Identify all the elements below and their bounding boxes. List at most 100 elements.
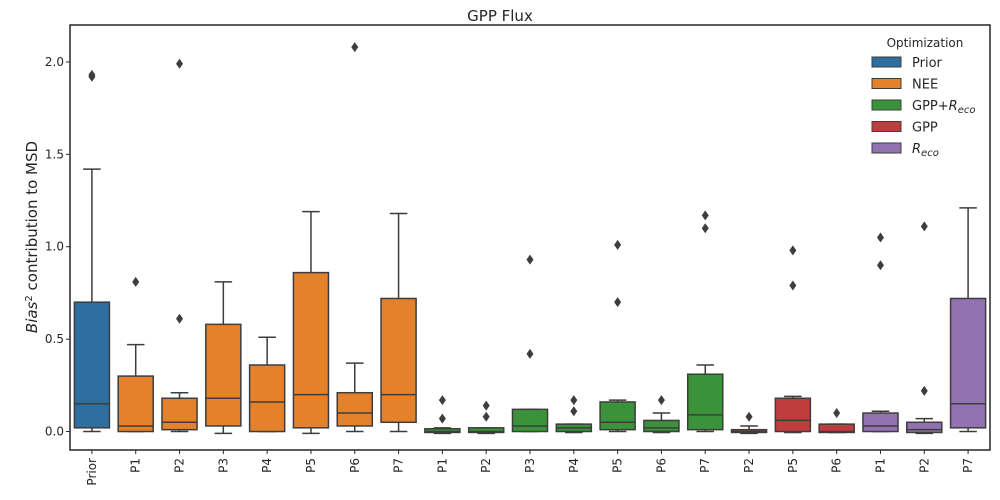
outlier-marker bbox=[789, 280, 797, 291]
x-tick-label: P7 bbox=[698, 458, 712, 473]
box-body bbox=[862, 412, 899, 433]
x-tick-label: P3 bbox=[216, 458, 230, 473]
outlier-marker bbox=[526, 348, 534, 359]
outlier-marker bbox=[526, 254, 534, 265]
x-tick-label: P2 bbox=[917, 458, 931, 473]
box-gpp-reco-p4 bbox=[555, 395, 593, 434]
box-reco-p7 bbox=[949, 207, 987, 433]
box-body bbox=[424, 428, 461, 434]
outlier-marker bbox=[438, 413, 446, 424]
box-body bbox=[949, 297, 987, 429]
outlier-marker bbox=[920, 221, 928, 232]
box-body bbox=[205, 323, 242, 427]
plot-area: 0.0 0.5 1.0 1.5 2.0 Prior P1 P2 P3 P4 P5 P6 P7 P1 P2 P3… bbox=[45, 24, 991, 486]
outlier-marker bbox=[482, 411, 490, 422]
y-axis-label: Bias2 contribution to MSD bbox=[23, 141, 41, 333]
legend-label: GPP bbox=[912, 121, 938, 136]
box-nee-p7 bbox=[380, 212, 417, 433]
box-gpp-reco-p2 bbox=[467, 400, 505, 435]
box-body bbox=[73, 301, 111, 429]
outlier-marker bbox=[132, 276, 140, 287]
y-tick-label: 1.0 bbox=[45, 240, 64, 254]
outlier-marker bbox=[833, 408, 841, 419]
box-gpp-reco-p5 bbox=[599, 239, 636, 433]
x-tick-label: P1 bbox=[873, 458, 887, 473]
x-tick-label: P5 bbox=[786, 458, 800, 473]
chart-title: GPP Flux bbox=[467, 7, 533, 25]
box-nee-p1 bbox=[117, 276, 154, 433]
outlier-marker bbox=[745, 411, 753, 422]
box-body bbox=[380, 297, 417, 424]
outlier-marker bbox=[88, 69, 96, 80]
box-nee-p3 bbox=[205, 281, 242, 435]
box-reco-p2 bbox=[906, 221, 943, 435]
box-body bbox=[117, 375, 154, 433]
x-tick-label: P2 bbox=[173, 458, 187, 473]
box-gpp-reco-p1 bbox=[424, 395, 461, 435]
y-tick-label: 0.0 bbox=[45, 425, 64, 439]
x-tick-label: P4 bbox=[567, 458, 581, 473]
outlier-marker bbox=[482, 400, 490, 411]
box-nee-p5 bbox=[292, 210, 330, 435]
legend-label: Prior bbox=[912, 56, 943, 71]
outlier-marker bbox=[657, 395, 665, 406]
box-reco-p1 bbox=[862, 232, 899, 433]
x-tick-label: P2 bbox=[742, 458, 756, 473]
x-tick-label: Prior bbox=[85, 458, 99, 486]
box-body bbox=[511, 408, 549, 433]
box-nee-p2 bbox=[161, 58, 198, 433]
legend-swatch bbox=[871, 99, 902, 111]
box-nee-p6 bbox=[336, 42, 374, 433]
plot-frame bbox=[69, 24, 991, 451]
box-prior-prior bbox=[73, 69, 111, 433]
box-body bbox=[336, 391, 374, 427]
x-tick-label: P6 bbox=[654, 458, 668, 473]
x-tick-label: P5 bbox=[304, 458, 318, 473]
legend-swatch bbox=[871, 142, 902, 154]
box-body bbox=[643, 419, 680, 433]
outlier-marker bbox=[570, 406, 578, 417]
x-tick-label: P1 bbox=[435, 458, 449, 473]
legend: Optimization Prior NEE GPP+Reco GPP Reco bbox=[871, 36, 975, 159]
legend-title: Optimization bbox=[887, 36, 964, 50]
legend-label: GPP+Reco bbox=[912, 99, 975, 116]
x-tick-label: P2 bbox=[479, 458, 493, 473]
box-body bbox=[248, 364, 286, 433]
box-body bbox=[906, 421, 943, 434]
box-gpp-reco-p3 bbox=[511, 254, 549, 433]
x-tick-label: P4 bbox=[260, 458, 274, 473]
box-body bbox=[599, 401, 636, 431]
x-tick-label: P3 bbox=[523, 458, 537, 473]
legend-label: NEE bbox=[912, 78, 938, 93]
x-tick-label: P6 bbox=[348, 458, 362, 473]
x-tick-label: P7 bbox=[961, 458, 975, 473]
box-nee-p4 bbox=[248, 336, 286, 433]
outlier-marker bbox=[614, 297, 622, 308]
outlier-marker bbox=[701, 223, 709, 234]
outlier-marker bbox=[920, 385, 928, 396]
legend-swatch bbox=[871, 56, 902, 68]
box-gpp-reco-p6 bbox=[643, 395, 680, 434]
box-body bbox=[467, 427, 505, 434]
box-body bbox=[292, 271, 330, 429]
legend-label: Reco bbox=[912, 142, 939, 159]
y-tick-label: 1.5 bbox=[45, 147, 64, 161]
outlier-marker bbox=[876, 260, 884, 271]
outlier-marker bbox=[176, 313, 184, 324]
x-tick-label: P1 bbox=[129, 458, 143, 473]
outlier-marker bbox=[789, 245, 797, 256]
box-gpp-p2 bbox=[730, 411, 768, 435]
legend-swatch bbox=[871, 121, 902, 132]
outlier-marker bbox=[876, 232, 884, 243]
box-gpp-reco-p7 bbox=[686, 210, 724, 433]
box-body bbox=[818, 423, 855, 434]
legend-swatch bbox=[871, 78, 902, 89]
outlier-marker bbox=[438, 395, 446, 406]
box-gpp-p5 bbox=[774, 245, 812, 434]
y-tick-label: 0.5 bbox=[45, 332, 64, 346]
outlier-marker bbox=[701, 210, 709, 221]
x-tick-label: P7 bbox=[392, 458, 406, 473]
box-body bbox=[161, 397, 198, 431]
x-tick-label: P6 bbox=[830, 458, 844, 473]
